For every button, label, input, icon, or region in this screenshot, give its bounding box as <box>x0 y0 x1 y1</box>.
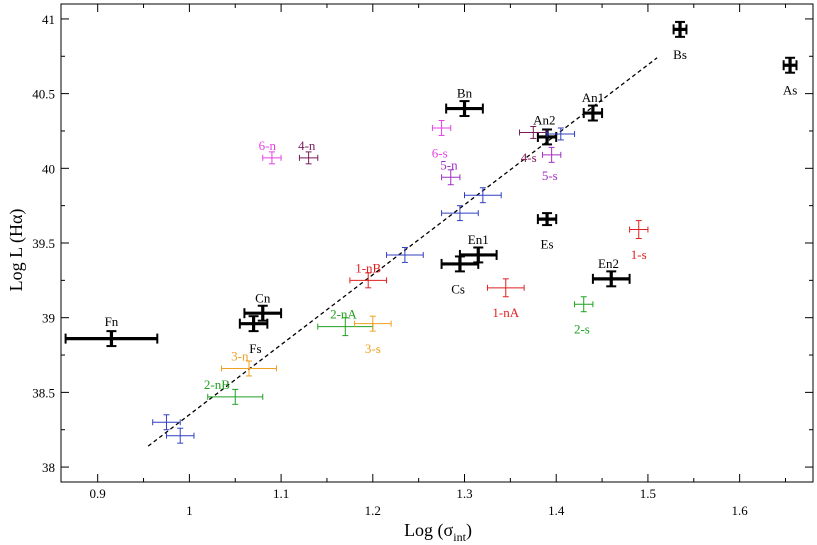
point-label: 2-nB <box>204 377 230 392</box>
y-tick-label: 39 <box>42 311 55 326</box>
data-point-1-nb: 1-nB <box>349 260 388 289</box>
data-point <box>152 414 181 431</box>
point-label: Bn <box>457 86 473 101</box>
data-point-an1: An1 <box>582 90 604 122</box>
point-label: Fs <box>249 341 261 356</box>
data-point-as: As <box>782 56 798 98</box>
point-label: Es <box>541 236 554 251</box>
y-tick-label: 41 <box>42 12 55 27</box>
fit-line <box>147 57 658 447</box>
x-tick-label: 1.6 <box>732 503 749 518</box>
y-tick-label: 40.5 <box>32 87 55 102</box>
axis-ticks: 0.9 1 1.1 1.2 1.3 1.4 1.5 1.6 38 38.5 39 39.5 40 40.5… <box>32 4 813 518</box>
point-label: 2-s <box>574 322 590 337</box>
data-point <box>441 205 479 222</box>
point-label: 4-s <box>521 150 537 165</box>
point-label: En1 <box>468 232 489 247</box>
point-label: 4-n <box>298 138 316 153</box>
x-tick-label: 1.1 <box>273 486 289 501</box>
data-point-cn: Cn <box>243 290 283 322</box>
data-point <box>165 427 195 444</box>
point-label: 2-nA <box>330 307 357 322</box>
data-point-fn: Fn <box>64 314 159 348</box>
x-tick-label: 1.2 <box>365 503 381 518</box>
point-label: 1-nB <box>355 260 381 275</box>
data-point <box>464 187 502 204</box>
point-label: 1-s <box>631 247 647 262</box>
data-point-5-s: 5-s <box>542 146 562 183</box>
data-point-cs: Cs <box>440 255 480 296</box>
point-label: Cn <box>255 290 271 305</box>
y-axis-title: Log L (Hα) <box>6 209 27 292</box>
point-label: 5-n <box>440 157 458 172</box>
data-point <box>386 246 424 263</box>
data-point-fs: Fs <box>238 315 269 356</box>
x-axis-title: Log (σint) <box>404 520 472 544</box>
data-point-6-s: 6-s <box>432 120 452 160</box>
point-label: As <box>783 83 797 98</box>
point-label: 1-nA <box>492 305 519 320</box>
y-tick-label: 40 <box>42 161 55 176</box>
data-point-3-n: 3-n <box>220 349 278 377</box>
y-tick-label: 39.5 <box>32 236 55 251</box>
data-point <box>546 127 576 141</box>
data-point-4-n: 4-n <box>298 138 319 165</box>
data-point-1-na: 1-nA <box>486 278 525 320</box>
x-tick-label: 0.9 <box>90 486 106 501</box>
point-label: 5-s <box>542 168 558 183</box>
data-point-6-n: 6-n <box>259 138 282 165</box>
point-label: An1 <box>582 90 604 105</box>
data-point-es: Es <box>536 212 558 251</box>
y-tick-label: 38 <box>42 460 55 475</box>
data-point-4-s: 4-s <box>519 125 548 165</box>
plot-frame <box>60 3 814 483</box>
data-point-bn: Bn <box>445 86 484 118</box>
point-label: En2 <box>598 256 619 271</box>
point-label: Cs <box>451 281 465 296</box>
x-tick-label: 1.3 <box>456 486 472 501</box>
data-point-bs: Bs <box>672 20 688 62</box>
x-tick-label: 1.4 <box>548 503 565 518</box>
y-tick-label: 38.5 <box>32 385 55 400</box>
data-point-an2: An2 <box>533 113 558 146</box>
x-tick-label: 1.5 <box>640 486 656 501</box>
fit-line-group <box>147 57 658 447</box>
data-point-1-s: 1-s <box>629 220 649 262</box>
data-point-2-s: 2-s <box>574 296 594 337</box>
point-label: 3-n <box>231 349 249 364</box>
data-points: Fn Cn Fs Cs En1 Bn Es An2 An1 En2 Bs As 6-n 4-n 6-s5-n… <box>64 20 798 444</box>
point-label: An2 <box>533 113 555 128</box>
x-tick-label: 1 <box>186 503 193 518</box>
point-label: 3-s <box>365 341 381 356</box>
point-label: Bs <box>673 47 687 62</box>
point-label: 6-s <box>432 145 448 160</box>
data-point-en1: En1 <box>458 232 498 264</box>
data-point-5-n: 5-n <box>440 157 461 186</box>
data-point-2-nb: 2-nB <box>204 377 264 405</box>
point-label: Fn <box>105 314 119 329</box>
data-point-2-na: 2-nA <box>317 307 374 337</box>
data-point-en2: En2 <box>591 256 631 288</box>
data-point-3-s: 3-s <box>353 315 392 356</box>
point-label: 6-n <box>259 138 277 153</box>
